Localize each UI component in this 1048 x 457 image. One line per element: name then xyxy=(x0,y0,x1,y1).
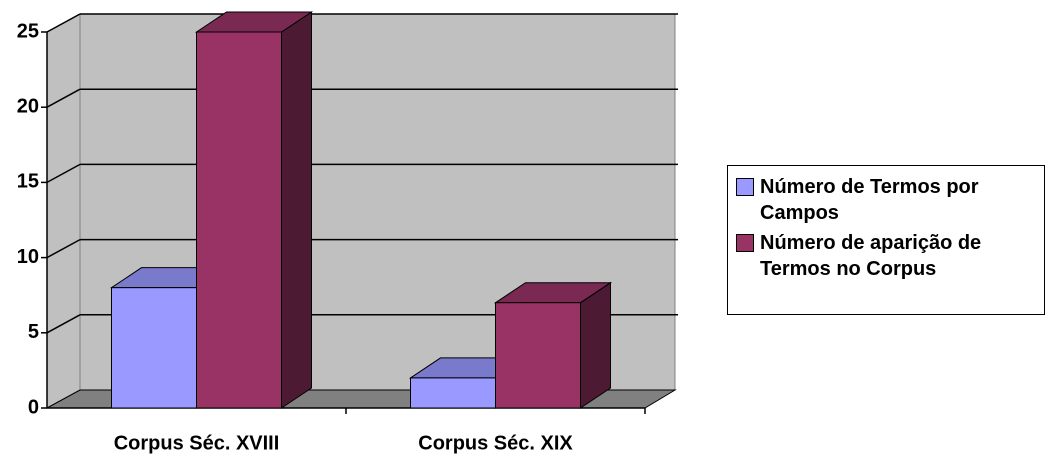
legend-item: Número de Termos por Campos xyxy=(736,174,1040,226)
bar xyxy=(196,31,282,409)
y-tick-label: 25 xyxy=(17,20,39,42)
x-tick-label: Corpus Séc. XVIII xyxy=(114,432,280,454)
legend-swatch xyxy=(736,178,754,196)
side-wall xyxy=(46,13,81,409)
bar xyxy=(410,377,496,409)
x-tick-label: Corpus Séc. XIX xyxy=(418,432,573,454)
bar-side xyxy=(281,11,312,409)
grid-line xyxy=(46,238,81,259)
y-tick-label: 0 xyxy=(28,396,39,418)
legend: Número de Termos por Campos Número de apa… xyxy=(727,165,1045,315)
grid-line xyxy=(46,88,81,108)
y-tick-label: 20 xyxy=(17,95,39,117)
grid-line xyxy=(46,314,81,334)
legend-label: Número de Termos por Campos xyxy=(760,176,979,224)
bar-side xyxy=(580,281,611,409)
legend-label: Número de aparição de Termos no Corpus xyxy=(760,232,982,280)
legend-swatch xyxy=(736,234,754,252)
y-tick-label: 10 xyxy=(17,246,39,268)
chart: 0 5 10 15 20 25 Corpus Séc. XVIII Corpus Séc. X… xyxy=(17,11,678,454)
y-tick-label: 15 xyxy=(17,171,39,193)
bar xyxy=(111,287,197,409)
grid-line xyxy=(46,13,81,33)
grid-line xyxy=(46,163,81,184)
bar xyxy=(495,302,581,409)
y-tick-label: 5 xyxy=(28,321,39,343)
legend-item: Número de aparição de Termos no Corpus xyxy=(736,230,1040,282)
